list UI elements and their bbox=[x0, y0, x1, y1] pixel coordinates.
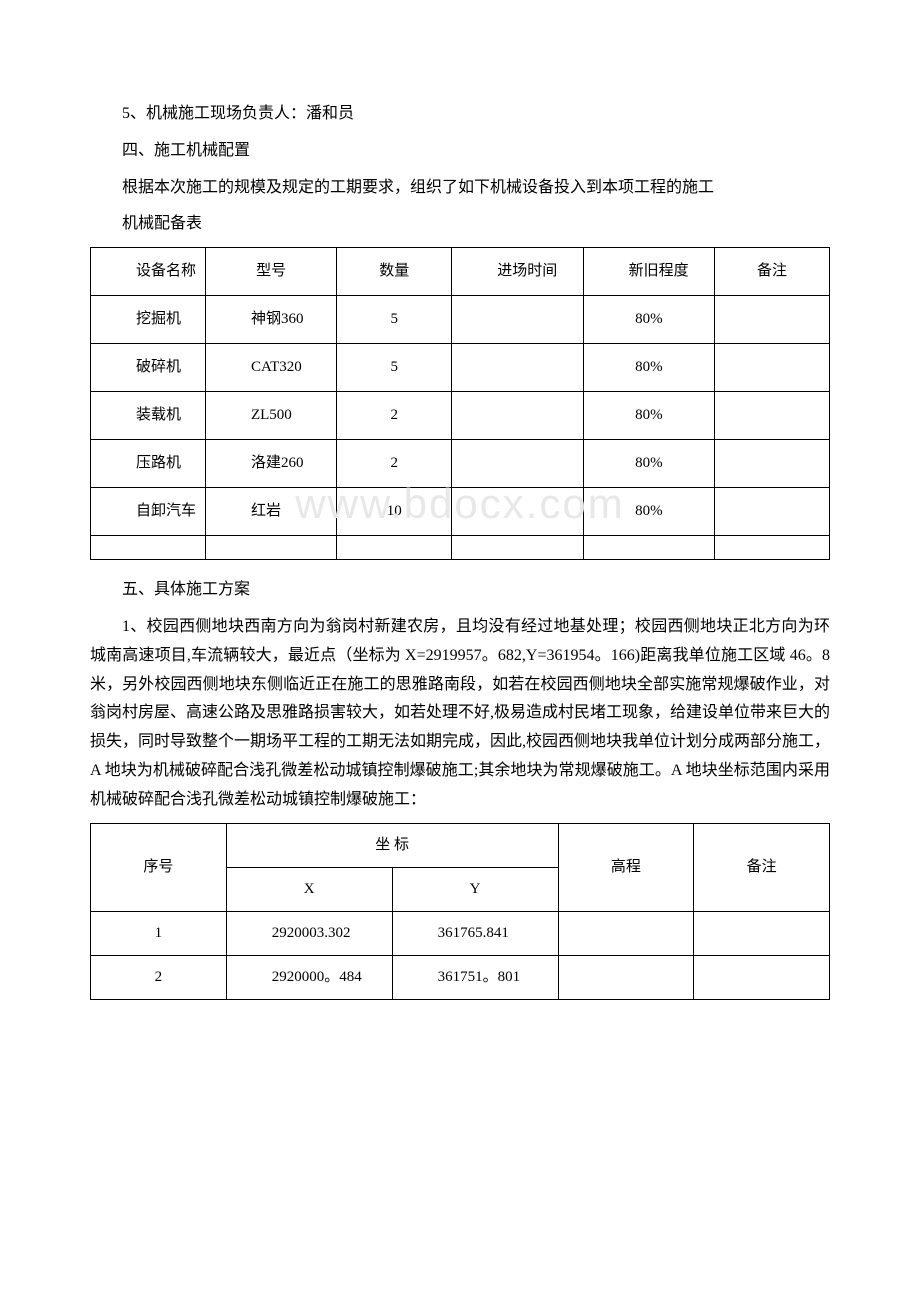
cell: 压路机 bbox=[91, 440, 206, 488]
table-row: 装载机 ZL500 2 80% bbox=[91, 392, 830, 440]
cell: 2 bbox=[337, 392, 452, 440]
th-note: 备注 bbox=[715, 248, 830, 296]
table-row: 设备名称 型号 数量 进场时间 新旧程度 备注 bbox=[91, 248, 830, 296]
table-row: 2 2920000。484 361751。801 bbox=[91, 955, 830, 999]
cell: 1 bbox=[91, 911, 227, 955]
th-time: 进场时间 bbox=[452, 248, 583, 296]
cell bbox=[715, 296, 830, 344]
cell bbox=[583, 536, 714, 560]
cell: 2 bbox=[337, 440, 452, 488]
cell: 5 bbox=[337, 344, 452, 392]
cell bbox=[452, 344, 583, 392]
cell: 洛建260 bbox=[205, 440, 336, 488]
cell: 361765.841 bbox=[392, 911, 558, 955]
cell: 80% bbox=[583, 296, 714, 344]
th-model: 型号 bbox=[205, 248, 336, 296]
table-row: 压路机 洛建260 2 80% bbox=[91, 440, 830, 488]
table-row: 1 2920003.302 361765.841 bbox=[91, 911, 830, 955]
cell: 红岩 bbox=[205, 488, 336, 536]
para-section-4-title: 四、施工机械配置 bbox=[90, 137, 830, 166]
cell: 装载机 bbox=[91, 392, 206, 440]
cell: 80% bbox=[583, 392, 714, 440]
th-note: 备注 bbox=[694, 823, 830, 911]
cell: CAT320 bbox=[205, 344, 336, 392]
cell bbox=[452, 536, 583, 560]
cell: 挖掘机 bbox=[91, 296, 206, 344]
th-y: Y bbox=[392, 867, 558, 911]
cell bbox=[694, 911, 830, 955]
cell: ZL500 bbox=[205, 392, 336, 440]
cell: 5 bbox=[337, 296, 452, 344]
cell: 80% bbox=[583, 488, 714, 536]
cell: 2 bbox=[91, 955, 227, 999]
para-table-caption: 机械配备表 bbox=[90, 210, 830, 239]
th-x: X bbox=[226, 867, 392, 911]
coordinates-table: 序号 坐 标 高程 备注 X Y 1 2920003.302 361765.84… bbox=[90, 823, 830, 1000]
cell bbox=[558, 955, 694, 999]
cell: 80% bbox=[583, 344, 714, 392]
cell: 2920003.302 bbox=[226, 911, 392, 955]
cell: 80% bbox=[583, 440, 714, 488]
cell bbox=[452, 488, 583, 536]
cell: 神钢360 bbox=[205, 296, 336, 344]
para-site-manager: 5、机械施工现场负责人：潘和员 bbox=[90, 100, 830, 129]
table-row: 挖掘机 神钢360 5 80% bbox=[91, 296, 830, 344]
para-section-5-title: 五、具体施工方案 bbox=[90, 576, 830, 605]
th-cond: 新旧程度 bbox=[583, 248, 714, 296]
table-row: 序号 坐 标 高程 备注 bbox=[91, 823, 830, 867]
cell: 361751。801 bbox=[392, 955, 558, 999]
th-seq: 序号 bbox=[91, 823, 227, 911]
cell bbox=[715, 440, 830, 488]
th-name: 设备名称 bbox=[91, 248, 206, 296]
cell bbox=[452, 392, 583, 440]
cell bbox=[715, 344, 830, 392]
cell bbox=[91, 536, 206, 560]
cell bbox=[558, 911, 694, 955]
cell bbox=[715, 488, 830, 536]
equipment-table: 设备名称 型号 数量 进场时间 新旧程度 备注 挖掘机 神钢360 5 80% … bbox=[90, 247, 830, 560]
cell bbox=[694, 955, 830, 999]
cell bbox=[715, 536, 830, 560]
th-elev: 高程 bbox=[558, 823, 694, 911]
cell bbox=[337, 536, 452, 560]
cell: 2920000。484 bbox=[226, 955, 392, 999]
table-row: 自卸汽车 红岩 10 80% bbox=[91, 488, 830, 536]
th-qty: 数量 bbox=[337, 248, 452, 296]
cell: 10 bbox=[337, 488, 452, 536]
cell bbox=[205, 536, 336, 560]
table-row: 破碎机 CAT320 5 80% bbox=[91, 344, 830, 392]
para-section-5-body: 1、校园西侧地块西南方向为翁岗村新建农房，且均没有经过地基处理；校园西侧地块正北… bbox=[90, 613, 830, 815]
cell: 破碎机 bbox=[91, 344, 206, 392]
para-section-4-intro: 根据本次施工的规模及规定的工期要求，组织了如下机械设备投入到本项工程的施工 bbox=[90, 174, 830, 203]
table1-wrapper: 设备名称 型号 数量 进场时间 新旧程度 备注 挖掘机 神钢360 5 80% … bbox=[90, 247, 830, 560]
th-coord: 坐 标 bbox=[226, 823, 558, 867]
cell bbox=[715, 392, 830, 440]
cell bbox=[452, 296, 583, 344]
cell: 自卸汽车 bbox=[91, 488, 206, 536]
table-row bbox=[91, 536, 830, 560]
cell bbox=[452, 440, 583, 488]
